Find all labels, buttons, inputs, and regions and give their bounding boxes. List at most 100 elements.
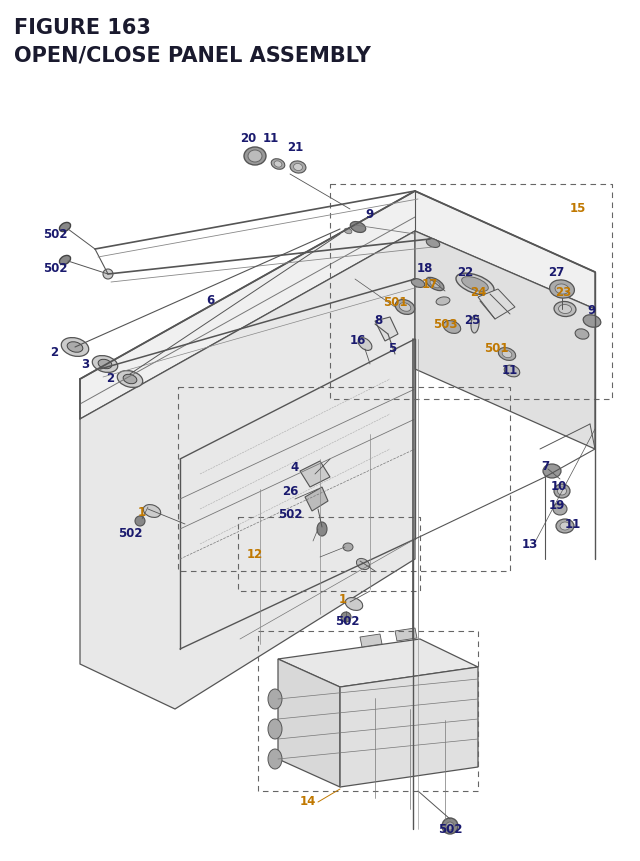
Ellipse shape: [268, 719, 282, 739]
Polygon shape: [80, 192, 595, 419]
Ellipse shape: [399, 303, 411, 312]
Ellipse shape: [356, 559, 369, 570]
Text: 9: 9: [588, 303, 596, 316]
Ellipse shape: [554, 302, 576, 317]
Ellipse shape: [471, 316, 479, 333]
Circle shape: [135, 517, 145, 526]
Polygon shape: [340, 667, 478, 787]
Text: 3: 3: [81, 358, 89, 371]
Polygon shape: [278, 639, 478, 687]
Text: 502: 502: [118, 527, 142, 540]
Text: 17: 17: [422, 278, 438, 291]
Ellipse shape: [248, 151, 262, 163]
Polygon shape: [278, 660, 340, 787]
Ellipse shape: [553, 504, 567, 516]
Polygon shape: [395, 629, 417, 641]
Polygon shape: [360, 635, 382, 647]
Text: 26: 26: [282, 485, 298, 498]
Ellipse shape: [344, 229, 352, 234]
Ellipse shape: [294, 164, 303, 171]
Ellipse shape: [274, 162, 282, 168]
Ellipse shape: [555, 285, 569, 294]
Text: 502: 502: [43, 228, 67, 241]
Circle shape: [103, 269, 113, 280]
Ellipse shape: [317, 523, 327, 536]
Text: 502: 502: [43, 261, 67, 274]
Ellipse shape: [583, 315, 601, 328]
Text: 20: 20: [240, 132, 256, 145]
Text: 2: 2: [106, 371, 114, 384]
Ellipse shape: [504, 366, 520, 377]
Ellipse shape: [290, 162, 306, 174]
Ellipse shape: [499, 348, 516, 361]
Text: 501: 501: [383, 296, 407, 309]
Ellipse shape: [358, 338, 372, 351]
Text: 21: 21: [287, 140, 303, 153]
Text: 8: 8: [374, 313, 382, 326]
Ellipse shape: [502, 351, 512, 358]
Polygon shape: [478, 289, 515, 319]
Text: OPEN/CLOSE PANEL ASSEMBLY: OPEN/CLOSE PANEL ASSEMBLY: [14, 45, 371, 65]
Text: 14: 14: [300, 795, 316, 808]
Text: 11: 11: [502, 363, 518, 376]
Ellipse shape: [550, 281, 575, 299]
Circle shape: [446, 822, 454, 830]
Text: 27: 27: [548, 265, 564, 278]
Text: 16: 16: [350, 333, 366, 346]
Ellipse shape: [412, 279, 425, 288]
Text: 2: 2: [50, 345, 58, 358]
Ellipse shape: [61, 338, 89, 357]
Text: 19: 19: [549, 499, 565, 512]
Text: 11: 11: [263, 132, 279, 145]
Ellipse shape: [244, 148, 266, 166]
Ellipse shape: [426, 278, 444, 291]
Text: FIGURE 163: FIGURE 163: [14, 18, 151, 38]
Polygon shape: [300, 461, 330, 487]
Text: 15: 15: [570, 201, 586, 214]
Text: 22: 22: [457, 265, 473, 278]
Ellipse shape: [98, 360, 112, 369]
Ellipse shape: [123, 375, 137, 384]
Text: 6: 6: [206, 293, 214, 307]
Text: 24: 24: [470, 286, 486, 299]
Ellipse shape: [271, 159, 285, 170]
Ellipse shape: [426, 239, 440, 248]
Text: 5: 5: [388, 341, 396, 354]
Ellipse shape: [143, 505, 161, 517]
Text: 11: 11: [565, 518, 581, 531]
Text: 18: 18: [417, 261, 433, 274]
Ellipse shape: [346, 598, 363, 610]
Ellipse shape: [350, 222, 365, 233]
Ellipse shape: [396, 300, 415, 315]
Ellipse shape: [268, 689, 282, 709]
Ellipse shape: [543, 464, 561, 479]
Text: 23: 23: [555, 285, 571, 298]
Ellipse shape: [60, 256, 70, 265]
Text: 4: 4: [291, 461, 299, 474]
Text: 25: 25: [464, 313, 480, 326]
Ellipse shape: [92, 356, 118, 373]
Polygon shape: [80, 232, 415, 709]
Polygon shape: [305, 487, 328, 511]
Ellipse shape: [268, 749, 282, 769]
Text: 13: 13: [522, 538, 538, 551]
Ellipse shape: [456, 274, 494, 295]
Text: 7: 7: [541, 460, 549, 473]
Ellipse shape: [575, 330, 589, 340]
Text: 502: 502: [438, 822, 462, 835]
Circle shape: [341, 612, 351, 623]
Ellipse shape: [559, 305, 572, 314]
Text: 12: 12: [247, 548, 263, 561]
Ellipse shape: [461, 277, 488, 292]
Ellipse shape: [117, 371, 143, 388]
Text: 9: 9: [366, 208, 374, 221]
Text: 503: 503: [433, 318, 457, 331]
Ellipse shape: [554, 485, 570, 499]
Ellipse shape: [67, 343, 83, 353]
Polygon shape: [375, 318, 398, 342]
Ellipse shape: [436, 298, 450, 306]
Ellipse shape: [430, 281, 440, 288]
Polygon shape: [415, 232, 595, 449]
Ellipse shape: [343, 543, 353, 551]
Ellipse shape: [560, 523, 570, 530]
